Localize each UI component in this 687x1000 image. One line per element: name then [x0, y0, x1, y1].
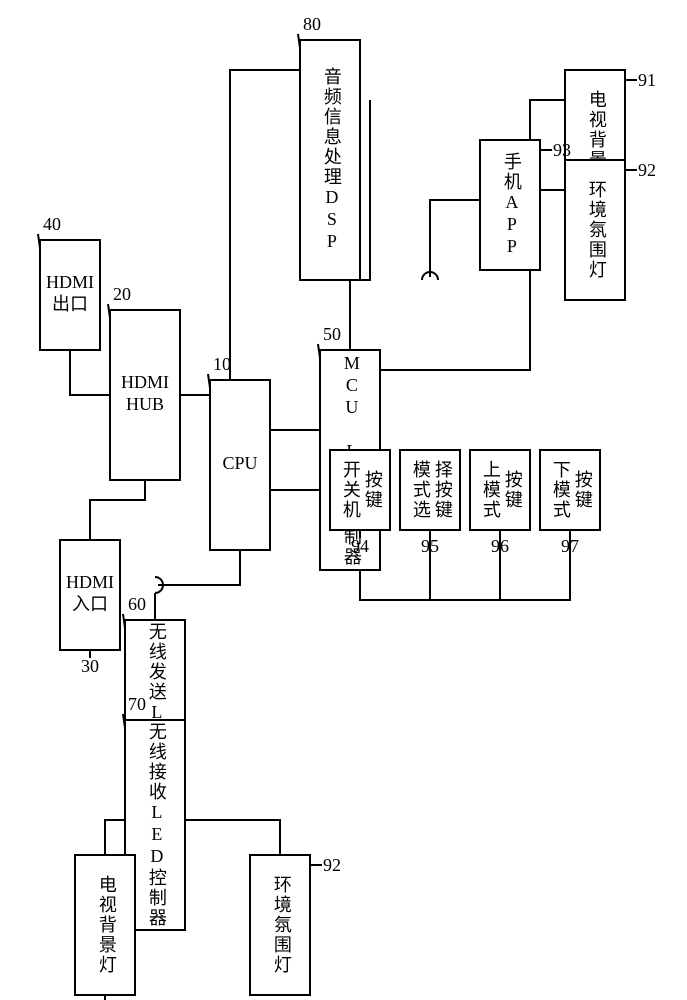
node-label: 开关机 [341, 460, 361, 520]
node-label: 按键 [573, 470, 593, 510]
node-number: 60 [128, 594, 146, 614]
node-label: 音频信息处理DSP [322, 67, 342, 253]
node-label: 模式选 [411, 460, 431, 520]
node-n93: 手机APP 93 [480, 140, 571, 270]
node-n92b: 环境氛围灯 92 [250, 855, 341, 995]
edge-n40-n20 [70, 350, 110, 395]
node-n92a: 环境氛围灯 92 [565, 160, 656, 300]
node-number: 93 [553, 140, 571, 160]
node-label: 手机APP [502, 152, 522, 258]
node-number: 94 [351, 536, 369, 556]
node-n97: 下模式按键 97 [540, 450, 600, 556]
node-n91b: 电视背景灯91 [75, 855, 135, 1000]
node-number: 70 [128, 694, 146, 714]
node-label: HDMI [46, 272, 94, 292]
node-label: CPU [222, 453, 257, 473]
node-n96: 上模式按键 96 [470, 450, 530, 556]
node-label: 电视背景灯 [97, 875, 117, 975]
node-label: 无线接收LED控制器 [147, 722, 167, 928]
block-diagram: CPU10HDMIHUB20HDMI入口30HDMI出口40MCU LED控制器… [0, 0, 687, 1000]
node-n80: 音频信息处理DSP 80 [298, 14, 360, 280]
edge-n50-btns [360, 530, 570, 600]
node-n40: HDMI出口 40 [38, 214, 100, 350]
node-label: 入口 [72, 594, 108, 614]
node-n50: MCU LED控制器50 [318, 324, 380, 570]
node-label: 择按键 [433, 460, 453, 520]
node-number: 92 [323, 855, 341, 875]
node-label: 按键 [363, 470, 383, 510]
node-label: 出口 [52, 294, 88, 314]
node-number: 20 [113, 284, 131, 304]
node-number: 91 [638, 70, 656, 90]
node-label: HUB [126, 394, 164, 414]
node-label: HDMI [66, 572, 114, 592]
node-label: 上模式 [481, 460, 501, 520]
node-number: 10 [213, 354, 231, 374]
node-number: 40 [43, 214, 61, 234]
node-n20: HDMIHUB 20 [108, 284, 180, 480]
node-number: 30 [81, 656, 99, 676]
node-number: 96 [491, 536, 509, 556]
node-n30: HDMI入口 30 [60, 540, 120, 676]
node-label: 按键 [503, 470, 523, 510]
node-label: HDMI [121, 372, 169, 392]
node-number: 95 [421, 536, 439, 556]
node-number: 80 [303, 14, 321, 34]
edge-n30-n20 [90, 480, 145, 540]
node-n10: CPU 10 [208, 354, 270, 550]
edge-n10-n60 [155, 550, 240, 620]
edge-n10-n80 [230, 70, 300, 380]
node-n95: 模式选择按键 95 [400, 450, 460, 556]
node-label: 下模式 [551, 460, 571, 520]
node-number: 92 [638, 160, 656, 180]
node-number: 50 [323, 324, 341, 344]
node-label: 环境氛围灯 [587, 180, 607, 280]
node-label: 环境氛围灯 [272, 875, 292, 975]
node-number: 97 [561, 536, 579, 556]
